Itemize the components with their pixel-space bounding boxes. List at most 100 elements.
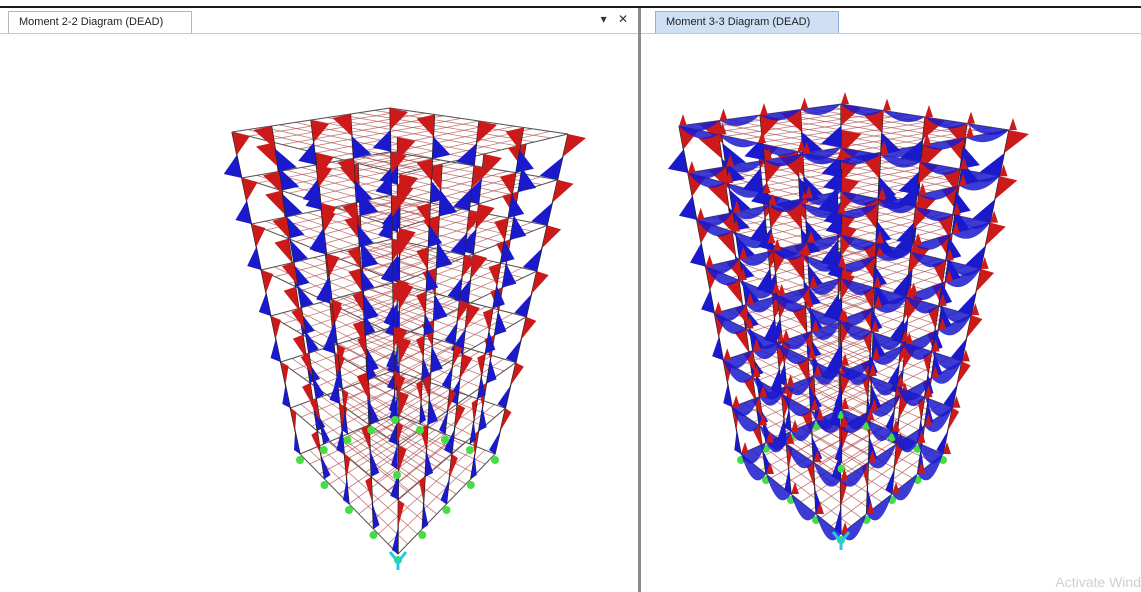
pane-splitter[interactable] [638,8,641,592]
moment-diagram-segment [806,462,815,489]
beam-moment-peak [777,283,786,296]
beam-moment-curve [805,306,839,326]
moment-diagram-segment [420,401,426,424]
moment-diagram-segment [378,217,393,240]
beam-moment-peak [696,207,705,220]
beam-moment-curve [841,365,869,385]
slab-mesh-line [805,333,926,382]
beam-moment-curve [782,331,812,350]
moment-diagram-segment [258,293,271,316]
moment-diagram-segment [749,218,768,244]
moment-diagram-segment [247,247,262,270]
moment-diagram-segment [667,149,688,173]
moment-diagram-segment [994,176,1018,200]
moment-diagram-segment [398,391,409,419]
beam-moment-curve [807,234,841,250]
left-model-view[interactable]: Moment 2-2 Diagram (DEAD) ▾ ✕ [0,8,638,592]
tab-moment-2-2[interactable]: Moment 2-2 Diagram (DEAD) [8,11,192,33]
beam-moment-curve [841,321,872,341]
slab-mesh-line [351,347,468,413]
moment-diagram-segment [337,344,346,367]
beam-moment-peak [961,349,970,362]
beam-moment-curve [914,233,953,250]
beam-moment-peak [840,468,849,481]
moment-diagram-segment [363,294,379,321]
moment-diagram-segment [354,180,373,203]
moment-diagram-segment [336,428,345,454]
beam-moment-peak [876,243,885,256]
moment-diagram-segment [965,245,986,269]
beam-moment-curve [768,198,805,213]
slab-mesh-line [830,449,934,527]
beam-moment-curve [931,361,962,384]
moment-diagram-segment [834,387,841,409]
moment-diagram-segment [497,385,511,409]
beam-moment-peak [966,125,974,138]
tab-moment-3-3[interactable]: Moment 3-3 Diagram (DEAD) [655,11,839,33]
moment-2-2-diagram-canvas[interactable] [0,34,638,592]
moment-3-3-diagram-canvas[interactable] [641,34,1141,592]
moment-diagram-segment [380,261,393,283]
moment-diagram-segment [302,382,314,407]
moment-diagram-segment [389,392,395,414]
beam-moment-peak [758,131,766,143]
close-icon[interactable]: ✕ [617,12,628,26]
moment-diagram-segment [320,454,331,479]
moment-diagram-segment [454,404,466,429]
moment-diagram-segment [834,507,841,534]
support-icon [369,531,378,539]
beam-moment-peak [868,450,877,463]
slab-mesh-line [798,258,939,305]
beam-moment-peak [813,450,822,463]
moment-diagram-segment [223,155,242,178]
beam-moment-curve [723,360,753,383]
moment-diagram-segment [391,195,406,218]
moment-diagram-segment [823,169,841,192]
moment-diagram-segment [274,238,293,263]
moment-diagram-segment [887,364,900,387]
beam-moment-curve [777,287,810,304]
moment-diagram-segment [388,418,399,446]
beam-moment-peak [760,103,768,115]
moment-diagram-segment [531,271,549,294]
moment-diagram-segment [514,294,532,317]
slab-mesh-line [800,435,903,503]
beam-moment-curve [841,278,874,296]
beam-moment-curve [906,296,939,314]
chevron-down-icon[interactable]: ▾ [600,12,607,26]
moment-diagram-segment [476,121,497,144]
beam-moment-curve [924,407,953,433]
beam-moment-peak [752,365,761,377]
beam-moment-peak [759,413,768,426]
beam-moment-peak [923,133,931,145]
moment-diagram-segment [742,168,763,194]
beam-moment-peak [952,395,961,408]
moment-diagram-segment [760,115,780,138]
moment-diagram-segment [332,114,352,137]
beam-moment-peak [931,365,940,378]
beam-moment-curve [945,260,981,276]
beam-moment-peak [807,230,816,243]
moment-diagram-segment [452,344,463,367]
beam-moment-peak [811,319,820,332]
right-model-view[interactable]: Moment 3-3 Diagram (DEAD) Activate Wind [641,8,1141,592]
moment-diagram-segment [360,269,375,292]
beam-moment-peak [767,231,776,244]
moment-diagram-segment [443,429,455,454]
beam-moment-curve [758,143,798,156]
selected-support-icon [831,531,851,550]
beam-moment-curve [800,203,838,219]
moment-diagram-segment [812,436,823,463]
beam-moment-curve [838,255,877,273]
moment-diagram-segment [383,304,394,327]
beam-moment-peak [791,482,799,494]
beam-moment-peak [841,179,849,192]
beam-moment-peak [802,243,811,256]
beam-moment-curve [966,130,1009,143]
moment-diagram-segment [485,330,496,354]
beam-moment-curve [878,199,916,214]
moment-diagram-segment [362,379,370,402]
moment-diagram-segment [297,285,314,308]
slab-mesh-line [358,437,456,515]
beam-moment-peak [880,142,889,155]
